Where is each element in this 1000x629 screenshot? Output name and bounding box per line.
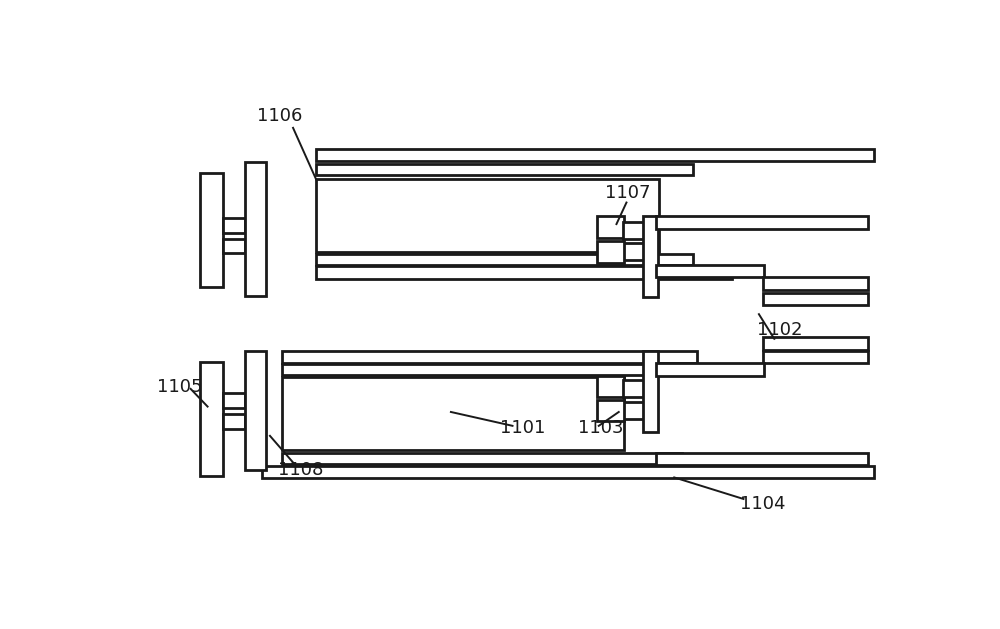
Bar — [316, 267, 732, 279]
Bar — [262, 466, 874, 478]
Bar — [282, 364, 682, 375]
Bar — [245, 162, 266, 296]
Bar — [597, 216, 624, 238]
Text: 1108: 1108 — [278, 460, 323, 479]
Bar — [597, 376, 624, 398]
Bar — [763, 292, 868, 305]
Text: 1102: 1102 — [757, 321, 802, 338]
Text: 1106: 1106 — [257, 106, 302, 125]
Bar — [597, 241, 624, 262]
Text: 1103: 1103 — [578, 419, 624, 437]
Bar — [623, 243, 644, 260]
Bar — [763, 351, 868, 364]
Text: 1104: 1104 — [740, 494, 786, 513]
Bar — [763, 337, 868, 350]
Bar — [656, 265, 764, 277]
Bar — [223, 415, 245, 429]
Bar — [643, 351, 658, 432]
Text: 1101: 1101 — [500, 419, 545, 437]
Bar — [282, 453, 682, 464]
Bar — [245, 351, 266, 470]
Bar — [223, 218, 245, 233]
Bar — [597, 399, 624, 421]
Bar — [643, 216, 658, 298]
Bar — [200, 362, 223, 476]
Bar — [316, 254, 693, 265]
Bar — [623, 381, 644, 398]
Text: 1107: 1107 — [605, 184, 651, 201]
Bar — [223, 394, 245, 408]
Bar — [282, 351, 697, 364]
Bar — [200, 173, 223, 287]
Bar — [282, 377, 624, 450]
Bar — [223, 239, 245, 253]
Bar — [316, 164, 693, 175]
Bar — [763, 277, 868, 289]
Bar — [623, 222, 644, 239]
Text: 1105: 1105 — [157, 378, 203, 396]
Bar — [623, 402, 644, 419]
Bar — [656, 453, 868, 465]
Bar — [316, 148, 874, 161]
Bar — [316, 179, 659, 252]
Bar — [656, 216, 868, 229]
Bar — [656, 364, 764, 376]
